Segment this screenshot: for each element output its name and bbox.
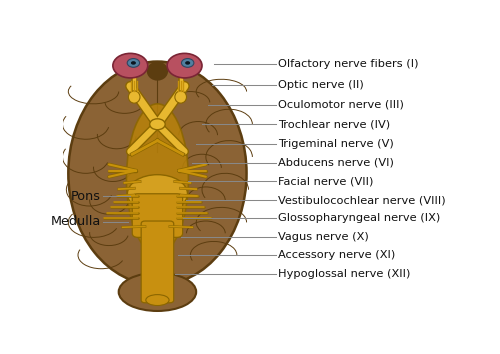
- FancyBboxPatch shape: [141, 221, 174, 303]
- Text: Optic nerve (II): Optic nerve (II): [278, 80, 364, 90]
- Text: Trigeminal nerve (V): Trigeminal nerve (V): [278, 139, 394, 149]
- Text: Vestibulocochlear nerve (VIII): Vestibulocochlear nerve (VIII): [278, 195, 445, 205]
- Text: Accessory nerve (XI): Accessory nerve (XI): [278, 250, 395, 260]
- Text: Pons: Pons: [72, 190, 101, 203]
- Text: Olfactory nerve fibers (I): Olfactory nerve fibers (I): [278, 59, 418, 69]
- Ellipse shape: [68, 62, 246, 285]
- Text: Vagus nerve (X): Vagus nerve (X): [278, 232, 368, 241]
- Ellipse shape: [128, 175, 188, 213]
- Text: Trochlear nerve (IV): Trochlear nerve (IV): [278, 119, 390, 129]
- Text: Medulla: Medulla: [51, 215, 101, 228]
- Ellipse shape: [146, 295, 169, 306]
- Text: Glossopharyngeal nerve (IX): Glossopharyngeal nerve (IX): [278, 213, 440, 223]
- Ellipse shape: [175, 91, 186, 103]
- Ellipse shape: [126, 104, 188, 254]
- Ellipse shape: [128, 91, 140, 103]
- Ellipse shape: [182, 58, 194, 67]
- Ellipse shape: [127, 58, 140, 67]
- Ellipse shape: [118, 273, 196, 311]
- Ellipse shape: [185, 61, 190, 65]
- Ellipse shape: [113, 53, 148, 78]
- Text: Abducens nerve (VI): Abducens nerve (VI): [278, 158, 394, 168]
- Text: Hypoglossal nerve (XII): Hypoglossal nerve (XII): [278, 269, 410, 279]
- Ellipse shape: [150, 119, 165, 130]
- Text: Oculomotor nerve (III): Oculomotor nerve (III): [278, 99, 404, 110]
- Text: Facial nerve (VII): Facial nerve (VII): [278, 177, 373, 187]
- Ellipse shape: [167, 53, 202, 78]
- Ellipse shape: [147, 62, 168, 81]
- Ellipse shape: [131, 61, 136, 65]
- FancyBboxPatch shape: [132, 194, 182, 238]
